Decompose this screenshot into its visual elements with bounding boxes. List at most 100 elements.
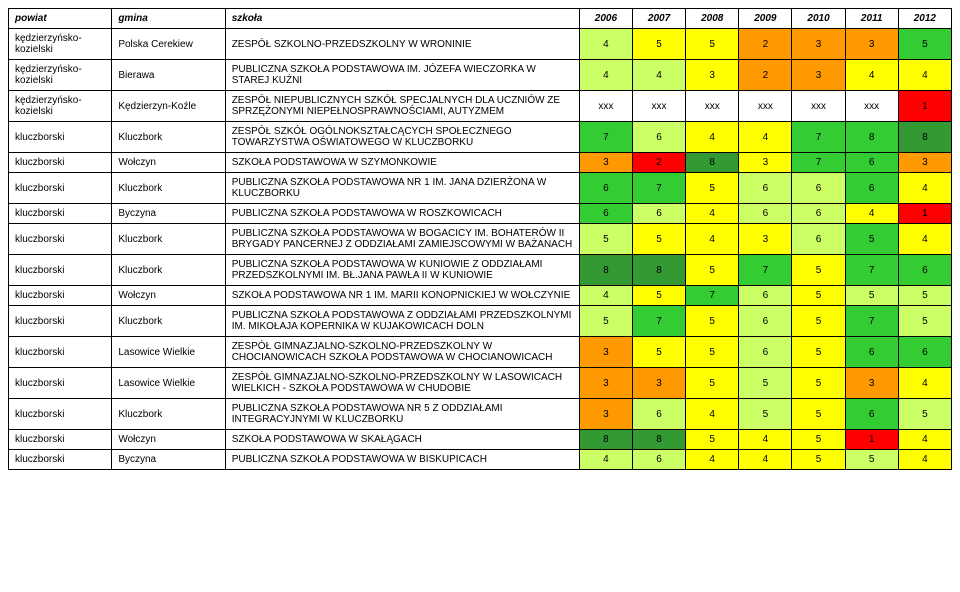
cell-year-3: 6 bbox=[739, 286, 792, 306]
cell-gmina: Kluczbork bbox=[112, 255, 225, 286]
cell-gmina: Lasowice Wielkie bbox=[112, 337, 225, 368]
cell-year-6: 5 bbox=[898, 29, 951, 60]
cell-gmina: Kluczbork bbox=[112, 399, 225, 430]
cell-year-5: 6 bbox=[845, 337, 898, 368]
cell-szkola: PUBLICZNA SZKOŁA PODSTAWOWA IM. JÓZEFA W… bbox=[225, 60, 579, 91]
cell-powiat: kluczborski bbox=[9, 224, 112, 255]
cell-year-1: 8 bbox=[632, 430, 685, 450]
header-powiat: powiat bbox=[9, 9, 112, 29]
cell-year-4: 5 bbox=[792, 368, 845, 399]
cell-year-6: 4 bbox=[898, 173, 951, 204]
cell-year-2: 5 bbox=[686, 255, 739, 286]
cell-szkola: PUBLICZNA SZKOŁA PODSTAWOWA W BISKUPICAC… bbox=[225, 450, 579, 470]
cell-szkola: SZKOŁA PODSTAWOWA W SKAŁĄGACH bbox=[225, 430, 579, 450]
cell-year-4: 7 bbox=[792, 153, 845, 173]
cell-year-5: 1 bbox=[845, 430, 898, 450]
cell-year-2: 5 bbox=[686, 368, 739, 399]
cell-year-5: 5 bbox=[845, 450, 898, 470]
cell-year-2: 5 bbox=[686, 173, 739, 204]
header-year-4: 2010 bbox=[792, 9, 845, 29]
cell-gmina: Wołczyn bbox=[112, 430, 225, 450]
cell-year-1: 4 bbox=[632, 60, 685, 91]
cell-year-0: 4 bbox=[579, 60, 632, 91]
header-year-2: 2008 bbox=[686, 9, 739, 29]
cell-year-0: 6 bbox=[579, 204, 632, 224]
table-row: kluczborskiLasowice WielkieZESPÓŁ GIMNAZ… bbox=[9, 337, 952, 368]
cell-year-0: 7 bbox=[579, 122, 632, 153]
cell-year-3: 6 bbox=[739, 306, 792, 337]
cell-year-4: 6 bbox=[792, 224, 845, 255]
cell-year-5: 7 bbox=[845, 255, 898, 286]
cell-year-6: 4 bbox=[898, 450, 951, 470]
cell-year-1: 5 bbox=[632, 29, 685, 60]
cell-powiat: kluczborski bbox=[9, 337, 112, 368]
cell-year-1: 7 bbox=[632, 306, 685, 337]
cell-szkola: ZESPÓŁ GIMNAZJALNO-SZKOLNO-PRZEDSZKOLNY … bbox=[225, 337, 579, 368]
cell-powiat: kędzierzyńsko-kozielski bbox=[9, 29, 112, 60]
cell-powiat: kluczborski bbox=[9, 368, 112, 399]
cell-year-2: 4 bbox=[686, 204, 739, 224]
cell-year-6: 5 bbox=[898, 399, 951, 430]
cell-year-2: 3 bbox=[686, 60, 739, 91]
header-year-1: 2007 bbox=[632, 9, 685, 29]
cell-year-4: 5 bbox=[792, 337, 845, 368]
cell-year-0: 3 bbox=[579, 368, 632, 399]
cell-year-4: 5 bbox=[792, 306, 845, 337]
cell-gmina: Kluczbork bbox=[112, 224, 225, 255]
cell-year-6: 8 bbox=[898, 122, 951, 153]
cell-year-6: 4 bbox=[898, 430, 951, 450]
cell-year-6: 4 bbox=[898, 224, 951, 255]
cell-year-3: 5 bbox=[739, 368, 792, 399]
cell-year-0: 4 bbox=[579, 450, 632, 470]
cell-powiat: kluczborski bbox=[9, 430, 112, 450]
cell-year-1: 2 bbox=[632, 153, 685, 173]
cell-year-1: 6 bbox=[632, 122, 685, 153]
cell-year-1: 3 bbox=[632, 368, 685, 399]
cell-year-6: 5 bbox=[898, 306, 951, 337]
cell-year-2: 5 bbox=[686, 29, 739, 60]
cell-powiat: kluczborski bbox=[9, 286, 112, 306]
cell-year-1: 5 bbox=[632, 286, 685, 306]
cell-year-2: 4 bbox=[686, 450, 739, 470]
header-szkola: szkoła bbox=[225, 9, 579, 29]
cell-year-3: 2 bbox=[739, 60, 792, 91]
cell-year-3: xxx bbox=[739, 91, 792, 122]
cell-year-5: 8 bbox=[845, 122, 898, 153]
table-row: kędzierzyńsko-kozielskiKędzierzyn-KoźleZ… bbox=[9, 91, 952, 122]
cell-year-1: 6 bbox=[632, 450, 685, 470]
cell-szkola: ZESPÓŁ SZKÓŁ OGÓLNOKSZTAŁCĄCYCH SPOŁECZN… bbox=[225, 122, 579, 153]
cell-year-4: 7 bbox=[792, 122, 845, 153]
cell-powiat: kędzierzyńsko-kozielski bbox=[9, 60, 112, 91]
table-body: kędzierzyńsko-kozielskiPolska CerekiewZE… bbox=[9, 29, 952, 470]
cell-year-4: 5 bbox=[792, 430, 845, 450]
cell-year-3: 3 bbox=[739, 224, 792, 255]
cell-year-0: 3 bbox=[579, 399, 632, 430]
cell-year-3: 4 bbox=[739, 122, 792, 153]
cell-year-5: 4 bbox=[845, 204, 898, 224]
cell-gmina: Wołczyn bbox=[112, 153, 225, 173]
table-row: kluczborskiKluczborkPUBLICZNA SZKOŁA POD… bbox=[9, 399, 952, 430]
cell-year-6: 1 bbox=[898, 91, 951, 122]
cell-year-3: 6 bbox=[739, 173, 792, 204]
cell-year-5: 3 bbox=[845, 29, 898, 60]
cell-year-4: 5 bbox=[792, 399, 845, 430]
cell-powiat: kluczborski bbox=[9, 255, 112, 286]
cell-year-4: 5 bbox=[792, 255, 845, 286]
cell-year-1: xxx bbox=[632, 91, 685, 122]
cell-year-0: 5 bbox=[579, 306, 632, 337]
table-row: kluczborskiWołczynSZKOŁA PODSTAWOWA NR 1… bbox=[9, 286, 952, 306]
cell-year-1: 6 bbox=[632, 204, 685, 224]
cell-powiat: kluczborski bbox=[9, 450, 112, 470]
cell-powiat: kluczborski bbox=[9, 204, 112, 224]
cell-year-3: 6 bbox=[739, 204, 792, 224]
header-year-3: 2009 bbox=[739, 9, 792, 29]
cell-year-6: 6 bbox=[898, 337, 951, 368]
cell-year-6: 5 bbox=[898, 286, 951, 306]
cell-year-5: 6 bbox=[845, 399, 898, 430]
cell-gmina: Kluczbork bbox=[112, 173, 225, 204]
cell-gmina: Bierawa bbox=[112, 60, 225, 91]
cell-year-2: 4 bbox=[686, 122, 739, 153]
table-row: kędzierzyńsko-kozielskiBierawaPUBLICZNA … bbox=[9, 60, 952, 91]
cell-year-1: 7 bbox=[632, 173, 685, 204]
cell-szkola: ZESPÓŁ NIEPUBLICZNYCH SZKÓŁ SPECJALNYCH … bbox=[225, 91, 579, 122]
